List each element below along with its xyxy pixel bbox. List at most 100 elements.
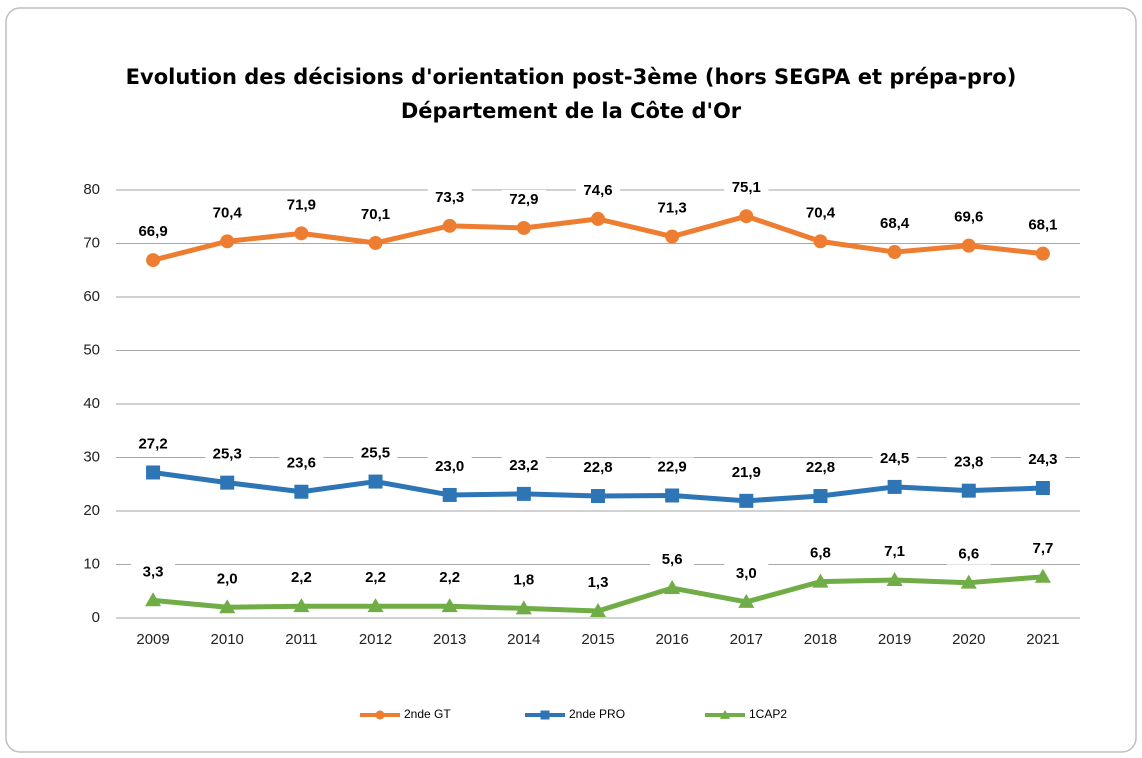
data-label: 72,9 (509, 191, 538, 208)
label-bg (798, 203, 843, 224)
label-bg (279, 453, 324, 474)
label-bg (131, 562, 176, 583)
data-label: 70,1 (361, 206, 390, 223)
point (145, 592, 162, 607)
label-bg (353, 204, 398, 225)
point (665, 488, 680, 503)
data-label: 1,8 (513, 571, 534, 588)
point (960, 574, 977, 589)
y-tick-label: 0 (92, 609, 100, 626)
data-label: 69,6 (954, 209, 983, 226)
label-bg (872, 542, 917, 563)
y-tick-label: 60 (83, 288, 100, 305)
data-label: 3,0 (736, 565, 757, 582)
label-bg (872, 214, 917, 235)
point (294, 226, 309, 241)
label-bg (946, 452, 991, 473)
label-bg (576, 180, 620, 201)
point (887, 245, 902, 260)
point (961, 483, 976, 498)
data-label: 23,6 (287, 455, 316, 472)
chart-title: Evolution des décisions d'orientation po… (126, 65, 1017, 89)
point (294, 484, 309, 499)
y-tick-label: 70 (83, 234, 100, 251)
data-label: 22,8 (583, 459, 612, 476)
point (220, 475, 235, 490)
label-bg (131, 222, 176, 243)
x-tick-label: 2021 (1026, 631, 1059, 648)
data-label: 68,4 (880, 215, 910, 232)
point (1035, 246, 1050, 261)
label-bg (1020, 538, 1065, 559)
point (812, 573, 829, 588)
x-tick-label: 2016 (655, 631, 688, 648)
x-tick-label: 2010 (211, 631, 244, 648)
point (368, 235, 383, 250)
y-tick-label: 30 (83, 448, 100, 465)
data-label: 2,2 (291, 569, 312, 586)
data-label: 7,1 (884, 543, 905, 560)
label-bg (724, 178, 769, 199)
data-label: 23,8 (954, 454, 983, 471)
label-bg (576, 573, 620, 594)
legend-label: 2nde GT (404, 707, 451, 721)
point (219, 599, 236, 614)
label-bg (1020, 215, 1065, 236)
point (739, 209, 754, 224)
x-tick-label: 2009 (136, 631, 169, 648)
data-label: 25,5 (361, 445, 390, 462)
data-label: 21,9 (732, 464, 761, 481)
legend-marker (719, 709, 731, 719)
x-tick-label: 2019 (878, 631, 911, 648)
point (293, 598, 310, 613)
x-tick-label: 2015 (581, 631, 614, 648)
data-label: 71,3 (658, 200, 687, 217)
point (591, 489, 605, 504)
y-tick-label: 80 (83, 181, 100, 198)
label-bg (427, 456, 472, 477)
x-tick-label: 2018 (804, 631, 837, 648)
y-tick-label: 50 (83, 341, 100, 358)
data-label: 23,0 (435, 458, 464, 475)
label-bg (205, 569, 250, 590)
point (961, 238, 976, 253)
point (442, 487, 457, 502)
point (516, 220, 531, 235)
label-bg (724, 462, 769, 483)
data-label: 70,4 (213, 204, 243, 221)
label-bg (650, 198, 695, 219)
x-tick-label: 2013 (433, 631, 466, 648)
label-bg (501, 189, 546, 210)
data-label: 2,0 (217, 570, 238, 587)
point (1034, 568, 1051, 583)
point (739, 493, 754, 508)
label-bg (501, 570, 546, 591)
x-tick-label: 2017 (730, 631, 763, 648)
legend-label: 1CAP2 (749, 707, 787, 721)
point (813, 234, 828, 249)
point (220, 234, 235, 249)
data-label: 24,5 (880, 450, 909, 467)
label-bg (1020, 449, 1065, 470)
y-tick-label: 10 (83, 555, 100, 572)
legend-marker (540, 710, 550, 720)
data-label: 2,2 (365, 569, 386, 586)
label-bg (353, 443, 398, 464)
data-label: 6,8 (810, 545, 831, 562)
data-label: 23,2 (509, 457, 538, 474)
data-label: 66,9 (138, 223, 167, 240)
x-tick-label: 2011 (285, 631, 317, 648)
label-bg (798, 458, 843, 479)
point (1035, 480, 1050, 495)
point (368, 474, 383, 489)
label-bg (279, 568, 324, 589)
chart-frame (5, 7, 1137, 753)
label-bg (205, 444, 250, 465)
data-label: 1,3 (588, 574, 609, 591)
label-bg (872, 448, 917, 469)
point (146, 465, 161, 480)
point (589, 602, 607, 617)
data-label: 75,1 (732, 179, 761, 196)
point (146, 253, 161, 268)
data-label: 71,9 (287, 196, 316, 213)
